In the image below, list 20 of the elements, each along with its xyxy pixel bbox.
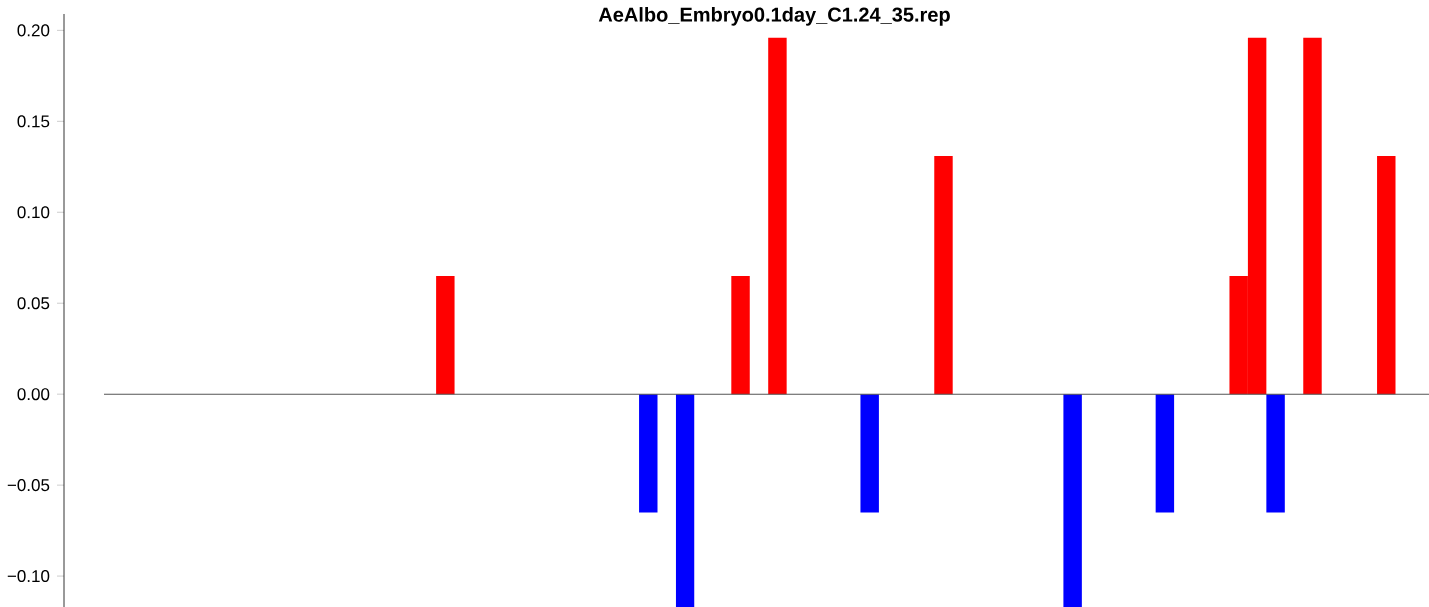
bar [675, 394, 695, 607]
bar [1063, 394, 1082, 607]
y-tick-label: −0.05 [7, 479, 50, 492]
bar [1303, 37, 1322, 395]
y-tick-label: −0.10 [7, 570, 50, 583]
chart-title: AeAlbo_Embryo0.1day_C1.24_35.rep [598, 7, 950, 26]
y-tick-label: 0.15 [17, 115, 50, 128]
bar [934, 155, 953, 395]
bar [731, 275, 750, 395]
bar [768, 37, 787, 395]
bar [436, 275, 455, 395]
bar [1155, 394, 1175, 513]
bar [860, 394, 879, 513]
y-tick-label: 0.00 [17, 388, 50, 401]
bar [639, 394, 658, 513]
y-tick-label: 0.10 [17, 206, 50, 219]
y-tick-label: 0.20 [17, 24, 50, 37]
bar [1266, 394, 1285, 513]
bar [1377, 155, 1396, 395]
y-tick-label: 0.05 [17, 297, 50, 310]
